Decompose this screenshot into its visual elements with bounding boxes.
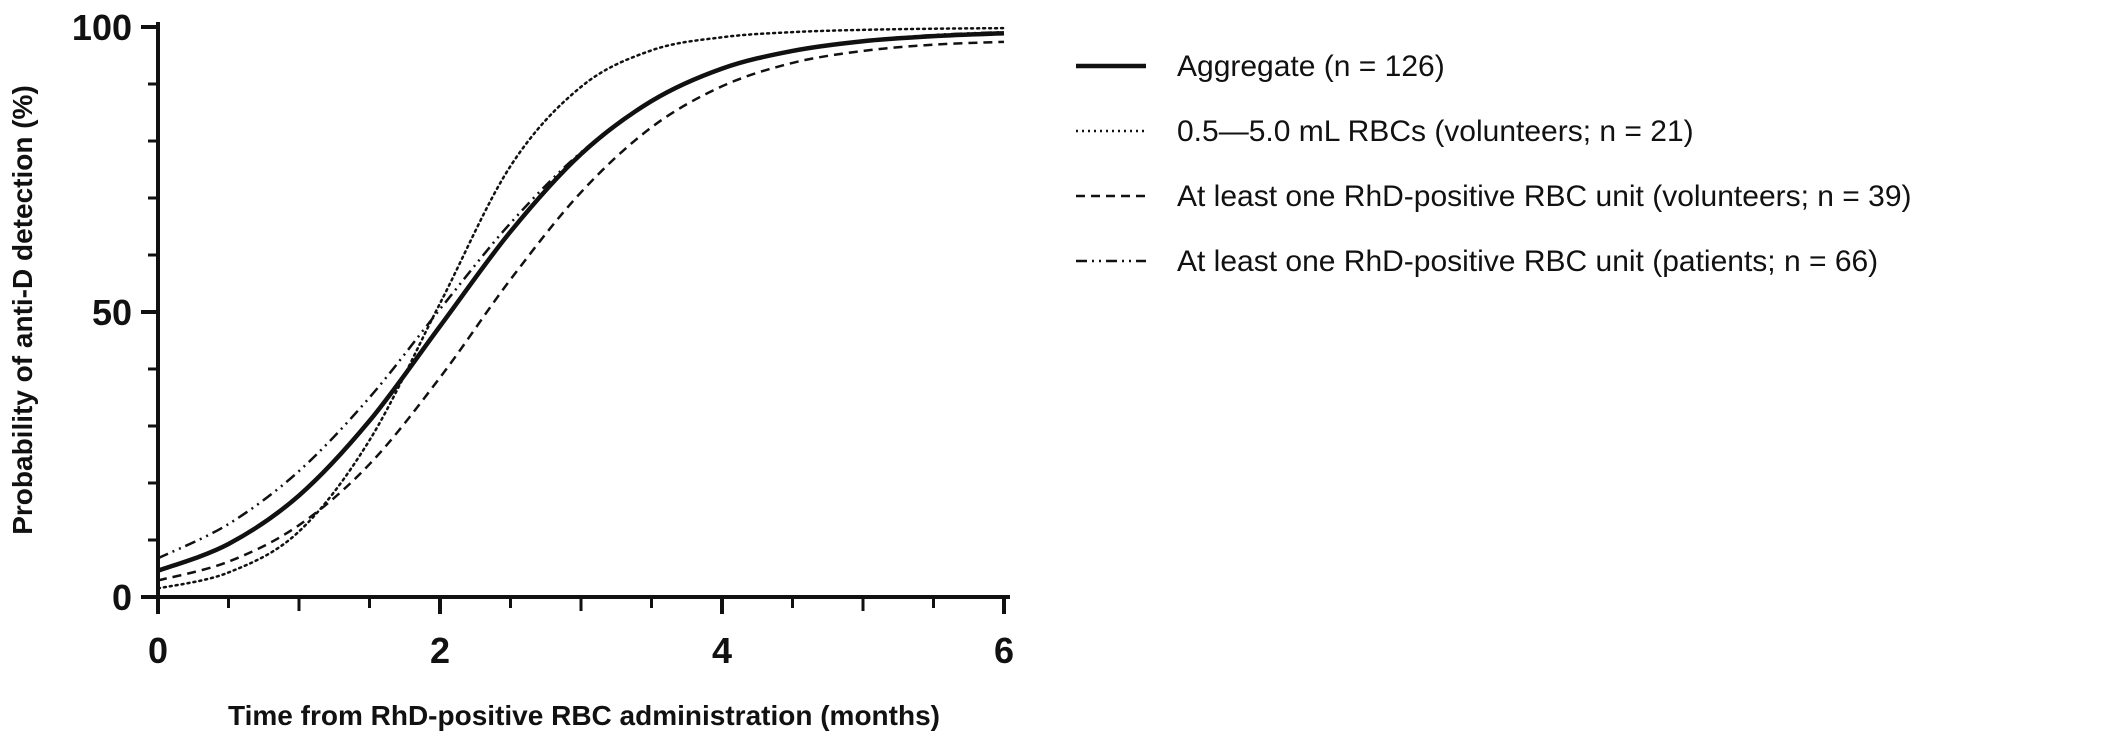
legend-label-1: Aggregate (n = 126) — [1177, 50, 1445, 83]
x-tick-label-0: 0 — [148, 630, 168, 671]
y-tick-label-0: 0 — [112, 577, 132, 618]
y-axis-title: Probability of anti-D detection (%) — [7, 85, 38, 535]
series-lines — [156, 26, 1006, 590]
x-tick-label-6: 6 — [994, 630, 1014, 671]
legend: Aggregate (n = 126) 0.5—5.0 mL RBCs (volu… — [1076, 50, 1912, 278]
ticks — [141, 25, 1006, 614]
x-tick-label-4: 4 — [712, 630, 732, 671]
y-tick-label-50: 50 — [92, 292, 132, 333]
series-line-4 — [157, 30, 1005, 560]
legend-label-2: 0.5—5.0 mL RBCs (volunteers; n = 21) — [1177, 115, 1694, 148]
legend-label-3: At least one RhD-positive RBC unit (volu… — [1177, 180, 1912, 213]
legend-label-4: At least one RhD-positive RBC unit (pati… — [1177, 245, 1878, 278]
x-axis-title: Time from RhD-positive RBC administratio… — [228, 700, 940, 731]
series-line-3 — [157, 40, 1005, 582]
plot-axes — [156, 22, 1010, 599]
y-tick-label-100: 100 — [72, 7, 132, 48]
x-tick-label-2: 2 — [430, 630, 450, 671]
tick-labels: 0 2 4 6 0 50 100 — [72, 7, 1014, 671]
series-line-2 — [156, 26, 1006, 590]
series-line-1 — [157, 31, 1005, 573]
